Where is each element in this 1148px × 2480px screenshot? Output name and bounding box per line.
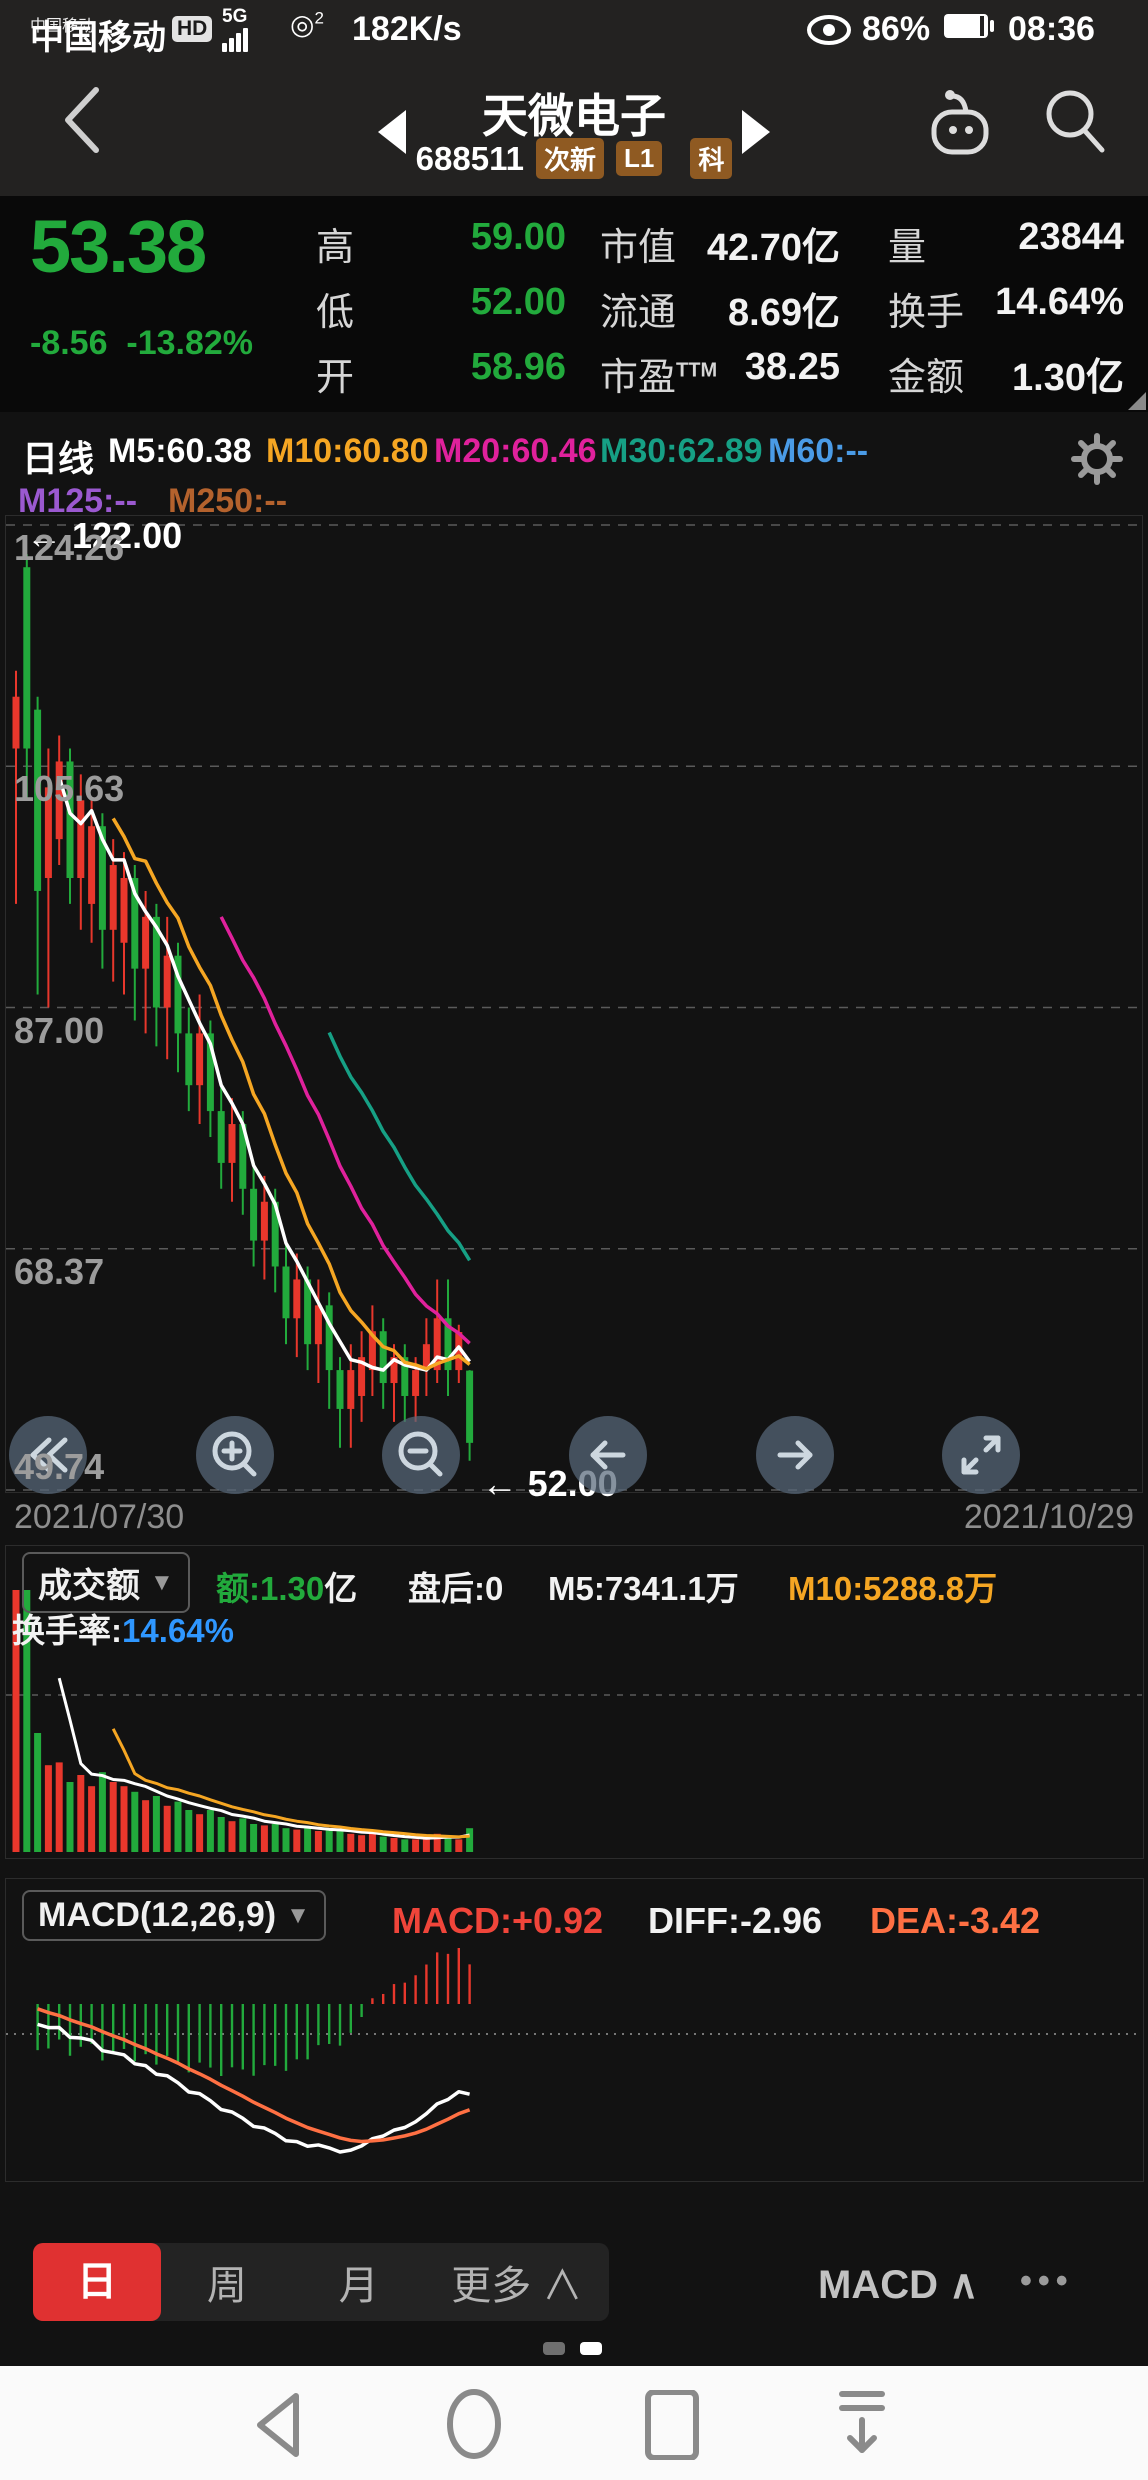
ma60-legend: M60:-- (768, 432, 869, 470)
carrier-label: 中国移动 (30, 19, 166, 57)
page-indicator-dot-active (580, 2342, 602, 2355)
stock-title: 天微电子 (482, 90, 666, 142)
candlestick-svg (5, 515, 1143, 1493)
pan-right-button[interactable] (756, 1416, 834, 1494)
android-hide-navbar-button[interactable] (830, 2386, 894, 2462)
volume-selector[interactable]: 成交额 ▼ (22, 1552, 190, 1613)
stock-code: 688511 (415, 139, 524, 177)
turnover-label: 换手 (888, 292, 965, 334)
pe-label: 市盈TTM (600, 357, 718, 399)
low-label: 低 (316, 292, 355, 334)
eye-protect-icon (807, 15, 851, 45)
expand-corner-icon[interactable] (1128, 392, 1146, 410)
ma10-legend: M10:60.80 (266, 432, 429, 470)
period-tab-group: 日 周 月 更多 ∧ (33, 2243, 609, 2321)
fullscreen-button[interactable] (942, 1416, 1020, 1494)
clock: 08:36 (1008, 10, 1095, 48)
android-home-button[interactable] (444, 2386, 504, 2462)
low-value: 52.00 (470, 281, 566, 323)
back-icon[interactable] (58, 82, 106, 158)
chevron-down-icon: ▼ (286, 1901, 310, 1929)
ma5-legend: M5:60.38 (108, 432, 252, 470)
tab-day[interactable]: 日 (33, 2243, 161, 2321)
diff-value-text: DIFF:-2.96 (648, 1900, 823, 1941)
more-options-button[interactable]: ••• (1020, 2262, 1074, 2300)
android-nav-bar (0, 2366, 1148, 2480)
macd-value-text: MACD:+0.92 (392, 1900, 604, 1941)
stock-subtitle: 688511 次新 L1 科 (324, 138, 824, 179)
top-bar: 中国移动 中国移动 HD 5G ◎2 182K/s 86% 08:36 天微电子… (0, 0, 1148, 196)
price-change: -8.56 -13.82% (30, 324, 254, 362)
afterhours-text: 盘后:0 (408, 1570, 504, 1607)
volume-m10-text: M10:5288.8万 (788, 1570, 998, 1607)
open-label: 开 (316, 357, 355, 399)
android-recents-button[interactable] (642, 2390, 702, 2460)
fast-backward-button[interactable] (9, 1416, 87, 1494)
volume-m5-text: M5:7341.1万 (548, 1570, 739, 1607)
volume-panel-border (5, 1545, 1144, 1859)
axis-date-start: 2021/07/30 (14, 1498, 185, 1536)
chevron-down-icon: ▼ (150, 1568, 174, 1596)
period-label: 日线 (22, 438, 95, 479)
battery-percent: 86% (862, 10, 931, 48)
high-value: 59.00 (470, 216, 566, 258)
vol-value: 23844 (1018, 216, 1124, 258)
page-indicator-dot (543, 2342, 565, 2355)
ma30-legend: M30:62.89 (600, 432, 763, 470)
quote-panel: 53.38 -8.56 -13.82% 高 59.00 低 52.00 开 58… (0, 196, 1148, 412)
robot-assistant-icon[interactable] (920, 84, 1000, 164)
tab-month[interactable]: 月 (338, 2264, 379, 2308)
mktcap-value: 42.70亿 (706, 227, 840, 269)
macd-panel-border (5, 1878, 1144, 2182)
indicator-switcher[interactable]: MACD ∧ (818, 2263, 979, 2307)
amount-value: 1.30亿 (1012, 357, 1124, 399)
float-label: 流通 (600, 292, 677, 334)
pe-value: 38.25 (744, 346, 840, 388)
macd-selector[interactable]: MACD(12,26,9) ▼ (22, 1890, 326, 1941)
turnover-rate-text: 换手率:14.64% (12, 1612, 234, 1649)
network-type-label: 5G (222, 6, 248, 27)
hd-badge: HD (172, 16, 213, 42)
high-label: 高 (316, 227, 355, 269)
zoom-out-button[interactable] (382, 1416, 460, 1494)
android-back-button[interactable] (248, 2390, 308, 2460)
amount-text: 额:1.30亿 (216, 1570, 358, 1607)
ma125-legend: M125:-- (18, 482, 138, 520)
carrier-label: 中国移动 (30, 18, 95, 35)
turnover-value: 14.64% (995, 281, 1124, 323)
network-speed: 182K/s (352, 10, 462, 48)
next-stock-button[interactable] (742, 110, 770, 154)
signal-icon (222, 26, 248, 52)
axis-date-end: 2021/10/29 (963, 1498, 1134, 1536)
dea-value-text: DEA:-3.42 (870, 1900, 1041, 1941)
pan-left-button[interactable] (569, 1416, 647, 1494)
volte-icon: ◎2 (290, 8, 324, 40)
badge-cixin: 次新 (535, 138, 604, 179)
zoom-in-button[interactable] (196, 1416, 274, 1494)
vol-label: 量 (888, 227, 927, 269)
ma250-legend: M250:-- (168, 482, 288, 520)
prev-stock-button[interactable] (378, 110, 406, 154)
float-value: 8.69亿 (728, 292, 840, 334)
mktcap-label: 市值 (600, 227, 677, 269)
open-value: 58.96 (470, 346, 566, 388)
tab-more[interactable]: 更多 ∧ (451, 2264, 583, 2308)
volume-chart[interactable] (0, 1586, 1148, 1858)
candlestick-chart[interactable]: ← 122.00 ← 52.00 124.26 105.63 87.00 68.37 4… (0, 515, 1148, 1504)
tab-week[interactable]: 周 (206, 2264, 247, 2308)
battery-icon (944, 14, 994, 38)
badge-ke: 科 (690, 138, 733, 179)
badge-l1: L1 (615, 141, 663, 176)
macd-chart[interactable] (0, 1946, 1148, 2178)
amount-label: 金额 (888, 357, 965, 399)
ma20-legend: M20:60.46 (434, 432, 597, 470)
search-icon[interactable] (1040, 86, 1110, 160)
chart-settings-gear-icon[interactable] (1070, 432, 1124, 486)
last-price: 53.38 (30, 205, 207, 288)
